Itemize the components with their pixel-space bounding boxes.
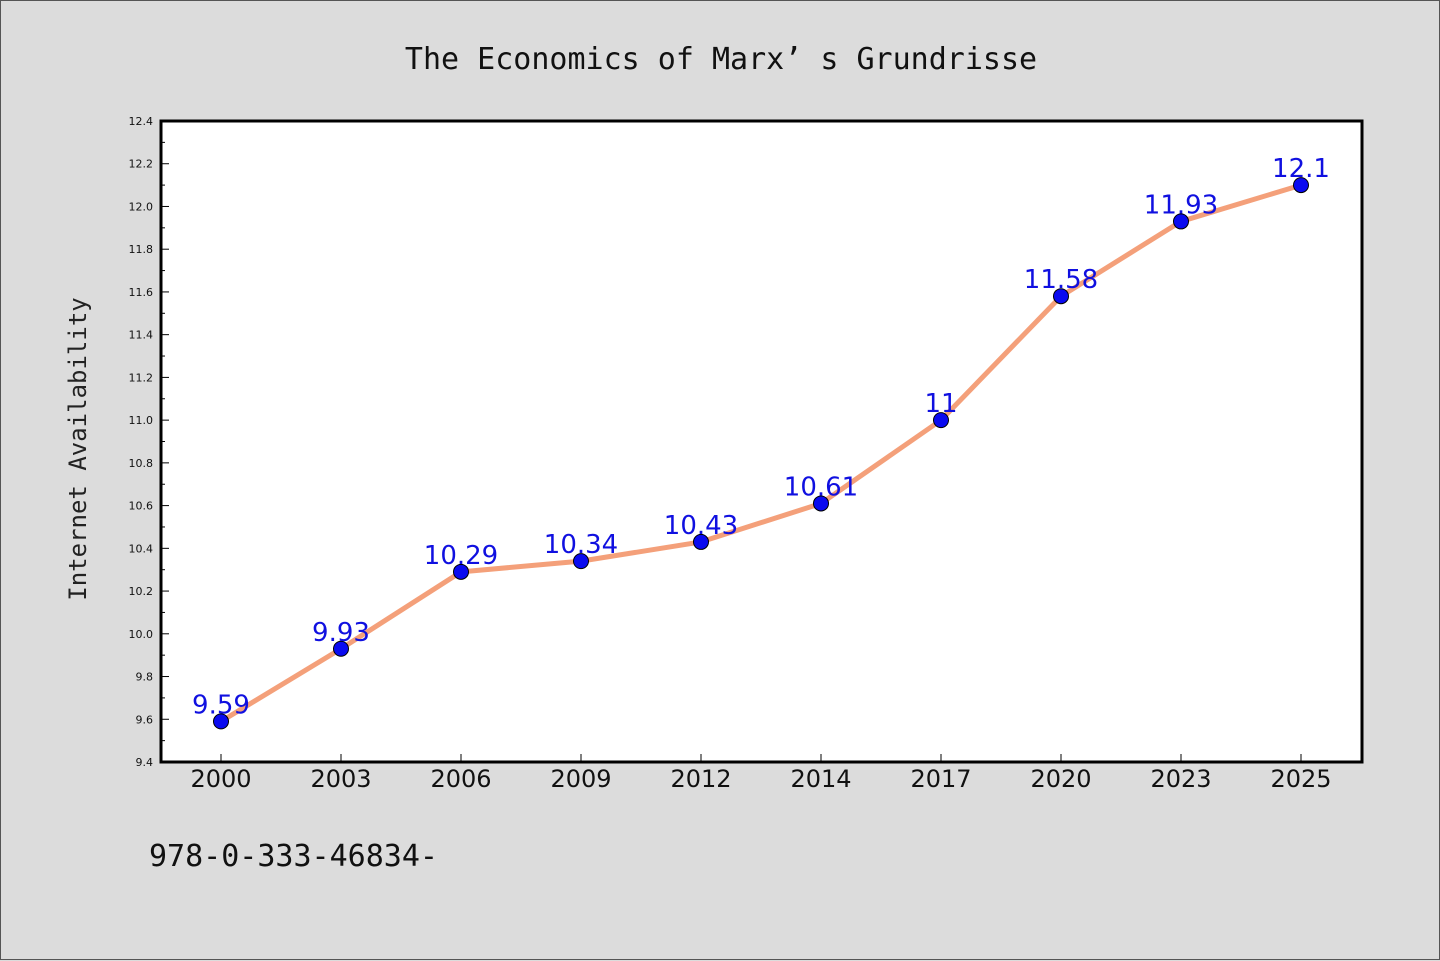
y-tick-label: 10.0 (129, 628, 154, 641)
series-line (219, 182, 1302, 724)
x-tick-label: 2017 (910, 765, 971, 793)
y-tick-label: 9.6 (136, 713, 154, 726)
y-tick-label: 10.2 (129, 585, 154, 598)
y-tick-label: 9.4 (136, 756, 154, 769)
y-tick-label: 11.0 (129, 414, 154, 427)
y-tick-label: 12.0 (129, 200, 154, 213)
data-label: 9.59 (192, 690, 250, 720)
data-point (813, 495, 829, 512)
data-point (573, 553, 589, 570)
y-tick-label: 12.4 (129, 115, 154, 128)
x-tick-label: 2020 (1030, 765, 1091, 793)
x-tick-label: 2009 (550, 765, 611, 793)
data-point (1053, 288, 1069, 305)
data-label: 11.93 (1144, 190, 1218, 220)
x-tick-label: 2012 (670, 765, 731, 793)
data-label: 10.29 (424, 541, 498, 571)
data-point (213, 713, 229, 730)
data-point (453, 563, 469, 580)
x-tick-label: 2023 (1150, 765, 1211, 793)
y-tick-label: 10.6 (129, 500, 154, 513)
data-point (1173, 213, 1189, 230)
y-axis-label: Internet Availability (64, 297, 92, 600)
data-label: 11 (924, 389, 957, 419)
y-tick-label: 10.4 (129, 542, 154, 555)
data-label: 11.58 (1024, 265, 1098, 295)
data-label: 9.93 (312, 618, 370, 648)
x-tick-label: 2025 (1270, 765, 1331, 793)
data-label: 10.34 (544, 530, 618, 560)
y-tick-label: 11.8 (129, 243, 154, 256)
data-label: 12.1 (1272, 154, 1330, 184)
footer-isbn: 978-0-333-46834- (149, 839, 438, 874)
y-tick-label: 11.2 (129, 371, 154, 384)
y-tick-label: 11.4 (129, 329, 154, 342)
data-label: 10.61 (784, 472, 858, 502)
x-tick-label: 2003 (310, 765, 371, 793)
chart-title: The Economics of Marx’ s Grundrisse (405, 42, 1037, 77)
y-tick-label: 9.8 (136, 671, 154, 684)
x-tick-label: 2014 (790, 765, 851, 793)
y-tick-label: 11.6 (129, 286, 154, 299)
data-label: 10.43 (664, 511, 738, 541)
plot-border (159, 119, 1364, 764)
axis-ticks: 9.4 9.6 9.8 10.0 10.2 10.4 10.6 10.8 11.0 11.2 11.… (129, 115, 1332, 793)
data-point (693, 533, 709, 550)
x-tick-label: 2000 (190, 765, 251, 793)
data-point (1293, 177, 1309, 194)
x-tick-label: 2006 (430, 765, 491, 793)
y-tick-label: 10.8 (129, 457, 154, 470)
series-line-group: 9.59 9.93 10.29 10.34 10.43 10.61 11 11.58 11.93… (192, 154, 1330, 730)
data-point (933, 412, 949, 429)
data-point (333, 640, 349, 657)
plot-area (161, 121, 1362, 762)
y-tick-label: 12.2 (129, 158, 154, 171)
